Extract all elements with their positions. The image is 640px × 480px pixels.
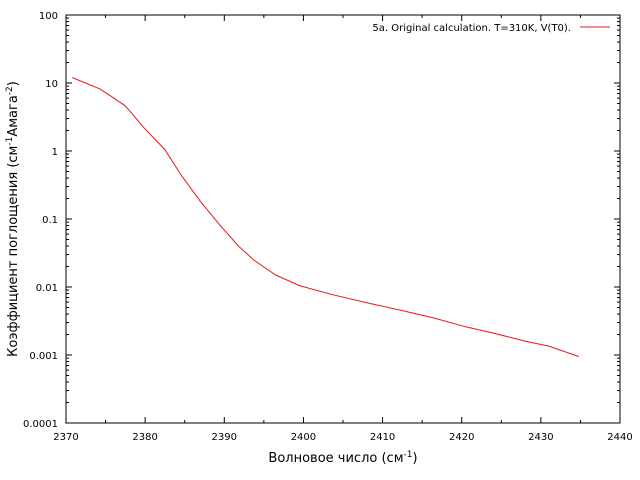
x-axis-title-main: Волновое число (см <box>268 451 403 466</box>
y-axis-title-part2: Амага <box>6 95 21 136</box>
y-tick-label: 10 <box>45 79 58 90</box>
y-tick-label: 0.1 <box>42 215 58 226</box>
y-axis-title: Коэффициент поглощения (см-1Амага-2) <box>5 81 21 357</box>
y-axis-title-sup1: -1 <box>5 137 15 146</box>
x-tick-label: 2390 <box>212 432 237 443</box>
y-axis-title-part1: Коэффициент поглощения (см <box>6 146 21 357</box>
y-tick-label: 0.001 <box>29 351 58 362</box>
series-layer <box>72 77 579 357</box>
x-tick-label: 2430 <box>528 432 553 443</box>
x-tick-label: 2400 <box>291 432 316 443</box>
x-tick-label: 2370 <box>53 432 78 443</box>
y-tick-label: 1 <box>52 147 58 158</box>
y-axis-title-sup2: -2 <box>5 86 15 95</box>
x-tick-label: 2410 <box>370 432 395 443</box>
y-tick-label: 100 <box>39 11 58 22</box>
y-tick-label: 0.01 <box>36 283 58 294</box>
x-axis-title-sup: -1 <box>404 450 413 460</box>
plot-frame <box>65 14 621 424</box>
y-tick-label: 0.0001 <box>23 419 58 430</box>
series-line <box>72 77 579 357</box>
x-axis-title: Волновое число (см-1) <box>268 450 417 466</box>
x-axis-title-tail: ) <box>412 451 417 466</box>
y-axis-title-part3: ) <box>6 81 21 86</box>
axis-ticks <box>65 14 621 424</box>
x-tick-label: 2420 <box>449 432 474 443</box>
legend-entry-label: 5a. Original calculation. T=310K, V(T0). <box>372 23 571 34</box>
x-tick-label: 2440 <box>607 432 632 443</box>
x-tick-label: 2380 <box>132 432 157 443</box>
tick-labels: 2370 2380 2390 2400 2410 2420 2430 2440 0.0001 0.… <box>23 11 633 443</box>
legend: 5a. Original calculation. T=310K, V(T0). <box>372 23 610 34</box>
